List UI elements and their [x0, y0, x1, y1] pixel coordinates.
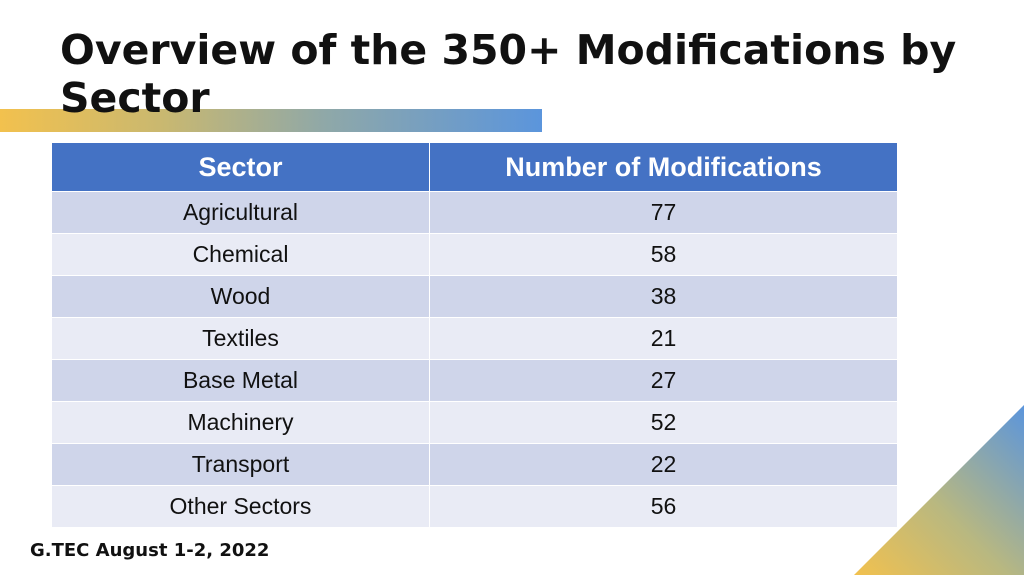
sector-cell: Textiles — [52, 317, 430, 360]
table-row: Chemical 58 — [52, 233, 898, 276]
count-cell: 21 — [429, 317, 898, 360]
column-header-count: Number of Modifications — [429, 143, 898, 192]
table-row: Agricultural 77 — [52, 191, 898, 234]
sector-cell: Other Sectors — [52, 485, 430, 527]
count-cell: 77 — [429, 191, 898, 234]
modifications-table: Sector Number of Modifications Agricultu… — [52, 143, 898, 527]
table-header-row: Sector Number of Modifications — [52, 143, 898, 192]
count-cell: 56 — [429, 485, 898, 527]
table-row: Textiles 21 — [52, 317, 898, 360]
table-row: Wood 38 — [52, 275, 898, 318]
count-cell: 38 — [429, 275, 898, 318]
column-header-sector: Sector — [52, 143, 430, 192]
sector-cell: Transport — [52, 443, 430, 486]
count-cell: 27 — [429, 359, 898, 402]
table-row: Machinery 52 — [52, 401, 898, 444]
sector-cell: Base Metal — [52, 359, 430, 402]
table-row: Base Metal 27 — [52, 359, 898, 402]
table-row: Transport 22 — [52, 443, 898, 486]
sector-cell: Wood — [52, 275, 430, 318]
corner-gradient-triangle — [854, 405, 1024, 575]
sector-cell: Machinery — [52, 401, 430, 444]
slide-title: Overview of the 350+ Modifications by Se… — [60, 26, 957, 122]
slide-footer: G.TEC August 1-2, 2022 — [30, 540, 270, 561]
title-accent-bar — [0, 109, 542, 132]
sector-cell: Agricultural — [52, 191, 430, 234]
table-row: Other Sectors 56 — [52, 485, 898, 527]
count-cell: 58 — [429, 233, 898, 276]
count-cell: 22 — [429, 443, 898, 486]
count-cell: 52 — [429, 401, 898, 444]
sector-cell: Chemical — [52, 233, 430, 276]
